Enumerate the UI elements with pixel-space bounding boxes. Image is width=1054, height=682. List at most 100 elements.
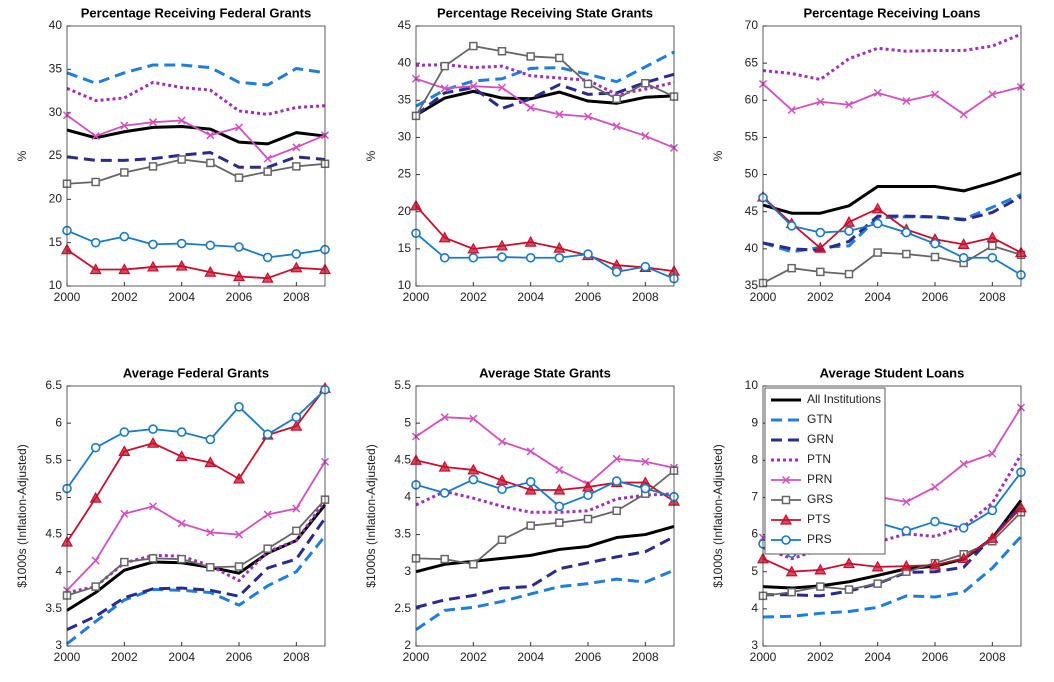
marker [928, 558, 942, 570]
marker [177, 519, 186, 528]
series-line [415, 524, 675, 574]
series-line [66, 461, 326, 591]
marker [816, 267, 825, 277]
marker [497, 47, 507, 56]
legend-marker-symbol [781, 495, 791, 505]
marker [842, 215, 856, 227]
legend-label: GRN [807, 432, 834, 446]
series-line [762, 453, 1023, 561]
marker [555, 110, 564, 119]
marker [526, 521, 535, 530]
x-tick-label: 2002 [807, 650, 834, 664]
marker [146, 436, 160, 448]
marker [844, 100, 854, 109]
marker [640, 261, 651, 272]
marker [873, 248, 882, 257]
marker [263, 544, 272, 553]
y-tick-label: 10 [49, 278, 63, 292]
chart-title: Percentage Receiving State Grants [437, 5, 653, 20]
marker [553, 483, 566, 495]
series [409, 199, 681, 276]
marker [262, 252, 273, 263]
marker [206, 131, 215, 140]
marker [787, 587, 796, 597]
marker [902, 96, 911, 106]
x-tick-label: 2006 [226, 650, 253, 664]
y-tick-label: 5.5 [394, 378, 411, 392]
series [66, 63, 326, 87]
marker [497, 252, 507, 262]
x-tick-label: 2004 [517, 650, 544, 664]
marker [873, 579, 882, 588]
series [415, 50, 675, 108]
y-tick-label: 45 [745, 204, 759, 218]
x-tick-label: 2008 [283, 290, 310, 304]
series-line [762, 244, 1022, 284]
marker [148, 424, 158, 434]
x-tick-label: 2008 [979, 290, 1006, 304]
y-axis-label: $1000s (Inflation-Adjusted) [711, 444, 725, 587]
marker [469, 41, 478, 51]
marker [148, 239, 158, 250]
marker [234, 562, 244, 571]
marker [957, 238, 970, 249]
marker [148, 554, 158, 563]
x-tick-label: 2002 [111, 650, 138, 664]
y-tick-label: 9 [751, 415, 758, 429]
marker [553, 241, 566, 253]
marker [467, 242, 480, 254]
y-tick-label: 4.5 [394, 452, 411, 466]
y-tick-label: 35 [745, 278, 759, 292]
marker [263, 154, 272, 163]
series-line [762, 507, 1022, 573]
panel: Average Student Loans $1000s (Inflation-A… [711, 365, 1028, 664]
chart-title: Percentage Receiving Loans [803, 5, 980, 20]
x-tick-label: 2000 [750, 290, 777, 304]
marker [901, 227, 912, 238]
marker [291, 412, 302, 423]
x-tick-label: 2008 [283, 650, 310, 664]
marker [641, 457, 650, 466]
marker [204, 456, 217, 468]
series-line [415, 478, 675, 508]
panel: Percentage Receiving Federal Grants% 10 15… [15, 5, 332, 304]
marker [524, 483, 537, 495]
series-line [415, 416, 675, 485]
marker [583, 249, 593, 259]
panel: Percentage Receiving State Grants% 10 15 20… [364, 5, 681, 304]
legend-label: PTN [807, 452, 831, 466]
series-line [66, 387, 326, 543]
marker [555, 518, 564, 527]
marker [440, 554, 449, 564]
marker [440, 61, 449, 71]
marker [959, 459, 968, 469]
y-tick-label: 3 [751, 638, 758, 652]
series [66, 517, 327, 632]
x-tick-label: 2004 [168, 650, 195, 664]
marker [816, 582, 825, 591]
marker [526, 447, 535, 456]
y-tick-label: 4 [404, 490, 411, 504]
x-tick-label: 2000 [403, 650, 430, 664]
marker [959, 110, 968, 119]
series [415, 524, 675, 574]
x-tick-label: 2002 [460, 650, 487, 664]
marker [524, 235, 537, 247]
x-tick-label: 2006 [922, 290, 949, 304]
marker [785, 565, 798, 577]
y-tick-label: 40 [398, 55, 412, 69]
series [411, 413, 679, 489]
series-line [415, 568, 675, 631]
chart-title: Percentage Receiving Federal Grants [81, 5, 311, 20]
y-tick-label: 70 [745, 18, 759, 32]
series [411, 474, 679, 512]
marker [871, 202, 884, 214]
legend-label: PTS [807, 512, 830, 526]
x-tick-label: 2006 [575, 650, 602, 664]
marker [120, 557, 129, 567]
marker [120, 168, 129, 177]
series [66, 125, 326, 146]
marker [262, 429, 273, 440]
x-tick-label: 2000 [54, 650, 81, 664]
plot-frame [415, 385, 675, 647]
